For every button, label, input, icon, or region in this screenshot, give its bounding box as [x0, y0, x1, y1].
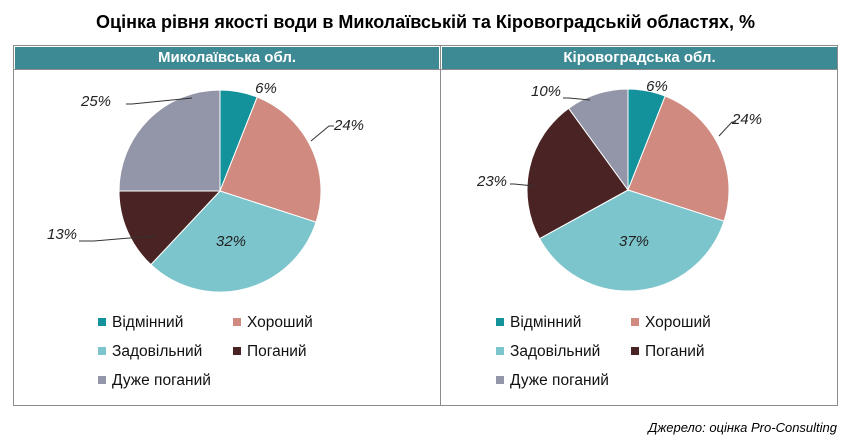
legend-item-4: Поганий: [631, 343, 705, 361]
leader-line-5: [126, 97, 193, 105]
legend-swatch: [631, 318, 639, 326]
data-label-1: 6%: [255, 80, 277, 97]
legend-swatch: [496, 347, 504, 355]
data-label-1: 6%: [646, 78, 668, 95]
data-label-2: 24%: [731, 111, 762, 128]
legend-item-1: Відмінний: [98, 314, 183, 332]
leader-line-4: [510, 183, 535, 187]
legend-label: Дуже поганий: [510, 372, 609, 389]
legend-swatch: [496, 318, 504, 326]
pie-slice-3: [538, 189, 725, 292]
pie-slice-5: [118, 89, 221, 192]
data-label-3: 37%: [619, 233, 649, 250]
panel-divider: [440, 46, 441, 405]
panel-title-kirovohrad: Кіровоградська обл.: [442, 47, 837, 69]
legend-item-5: Дуже поганий: [496, 372, 609, 390]
legend-item-3: Задовільний: [98, 343, 202, 361]
data-label-5: 25%: [80, 93, 111, 110]
legend-label: Відмінний: [112, 314, 184, 331]
pie-slice-3: [150, 190, 317, 293]
data-label-4: 23%: [476, 173, 507, 190]
legend-swatch: [98, 347, 106, 355]
leader-line-2: [718, 121, 736, 137]
panel-title-mykolaiv: Миколаївська обл.: [15, 47, 439, 69]
pie-slice-2: [627, 95, 730, 222]
legend-label: Задовільний: [510, 343, 601, 360]
pie-slice-5: [567, 88, 629, 192]
charts-frame: Миколаївська обл. Кіровоградська обл. 6%…: [13, 45, 838, 406]
legend-label: Хороший: [247, 314, 313, 331]
legend-swatch: [496, 376, 504, 384]
legend-swatch: [98, 318, 106, 326]
legend-label: Хороший: [645, 314, 711, 331]
pie-chart-mykolaiv: 6% 24% 32% 13% 25%: [47, 80, 364, 293]
leader-line-4: [79, 235, 155, 242]
pie-slice-2: [219, 96, 322, 223]
data-label-5: 10%: [531, 83, 561, 100]
leader-line-2: [310, 125, 334, 142]
legend-item-2: Хороший: [631, 314, 711, 332]
legend-label: Поганий: [247, 343, 307, 360]
legend-label: Відмінний: [510, 314, 582, 331]
legend-item-5: Дуже поганий: [98, 372, 211, 390]
legend-swatch: [233, 347, 241, 355]
chart-title: Оцінка рівня якості води в Миколаївській…: [96, 12, 755, 32]
legend-swatch: [233, 318, 241, 326]
pie-chart-kirovohrad: 6% 24% 37% 23% 10%: [476, 78, 762, 292]
data-label-3: 32%: [216, 233, 246, 250]
legend-swatch: [98, 376, 106, 384]
data-label-2: 24%: [333, 117, 364, 134]
legend-label: Задовільний: [112, 343, 203, 360]
pie-slice-4: [526, 107, 629, 240]
legend-item-1: Відмінний: [496, 314, 581, 332]
legend-label: Поганий: [645, 343, 705, 360]
legend-swatch: [631, 347, 639, 355]
source-note: Джерело: оцінка Pro-Consulting: [648, 420, 837, 435]
pie-slice-4: [118, 190, 222, 266]
data-label-4: 13%: [47, 226, 77, 243]
legend-item-3: Задовільний: [496, 343, 600, 361]
leader-line-5: [563, 97, 591, 101]
header-divider: [14, 69, 837, 70]
legend-item-4: Поганий: [233, 343, 307, 361]
legend-label: Дуже поганий: [112, 372, 211, 389]
legend-item-2: Хороший: [233, 314, 313, 332]
